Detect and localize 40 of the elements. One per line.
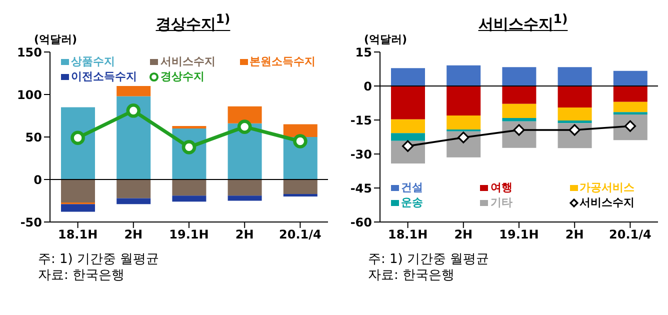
y-tick-label: -50 (20, 215, 42, 230)
x-tick-label: 19.1H (169, 228, 209, 242)
y-tick-label: 15 (355, 45, 372, 60)
y-tick-label: 0 (34, 172, 42, 187)
y-tick-label: -30 (350, 147, 372, 162)
legend-label: 서비스수지 (159, 54, 216, 69)
x-tick-label: 18.1H (388, 228, 428, 242)
y-tick-label: 50 (25, 130, 42, 144)
x-tick-label: 2H (235, 228, 254, 242)
text: 주: 1) 기간중 월평균 (38, 252, 160, 268)
text: 자료: 한국은행 (368, 268, 456, 284)
y-tick-label: 150 (16, 45, 42, 60)
y-tick-label: -45 (350, 181, 372, 196)
legend-label: 운송 (400, 195, 424, 210)
y-tick-label: 0 (364, 79, 372, 94)
y-axis-title: (억달러) (364, 32, 408, 46)
legend-label: 경상수지 (159, 69, 206, 84)
legend-label: 여행 (489, 180, 514, 195)
x-tick-label: 2H (124, 228, 143, 242)
y-axis-title: (억달러) (34, 32, 78, 46)
y-tick-label: -15 (350, 113, 372, 128)
legend-label: 기타 (489, 195, 514, 210)
x-tick-label: 2H (454, 228, 473, 242)
y-tick-label: 100 (16, 88, 42, 102)
chart-title: 서비스수지$^{1)}$ (477, 10, 569, 33)
chart-title: 경상수지$^{1)}$ (154, 10, 232, 33)
legend-label: 서비스수지 (578, 195, 636, 210)
text: 자료: 한국은행 (38, 268, 126, 284)
legend-label: 가공서비스 (578, 180, 636, 195)
legend-label: 건설 (400, 180, 424, 195)
x-tick-label: 20.1/4 (279, 228, 322, 242)
x-tick-label: 19.1H (499, 228, 539, 242)
x-tick-label: 20.1/4 (609, 228, 652, 242)
x-tick-label: 2H (565, 228, 584, 242)
x-tick-label: 18.1H (58, 228, 98, 242)
legend-label: 본원소득수지 (248, 54, 317, 69)
legend-label: 상품수지 (70, 54, 116, 69)
legend-label: 이전소득수지 (70, 69, 138, 84)
y-tick-label: -60 (350, 215, 372, 230)
text: 주: 1) 기간중 월평균 (368, 252, 490, 268)
